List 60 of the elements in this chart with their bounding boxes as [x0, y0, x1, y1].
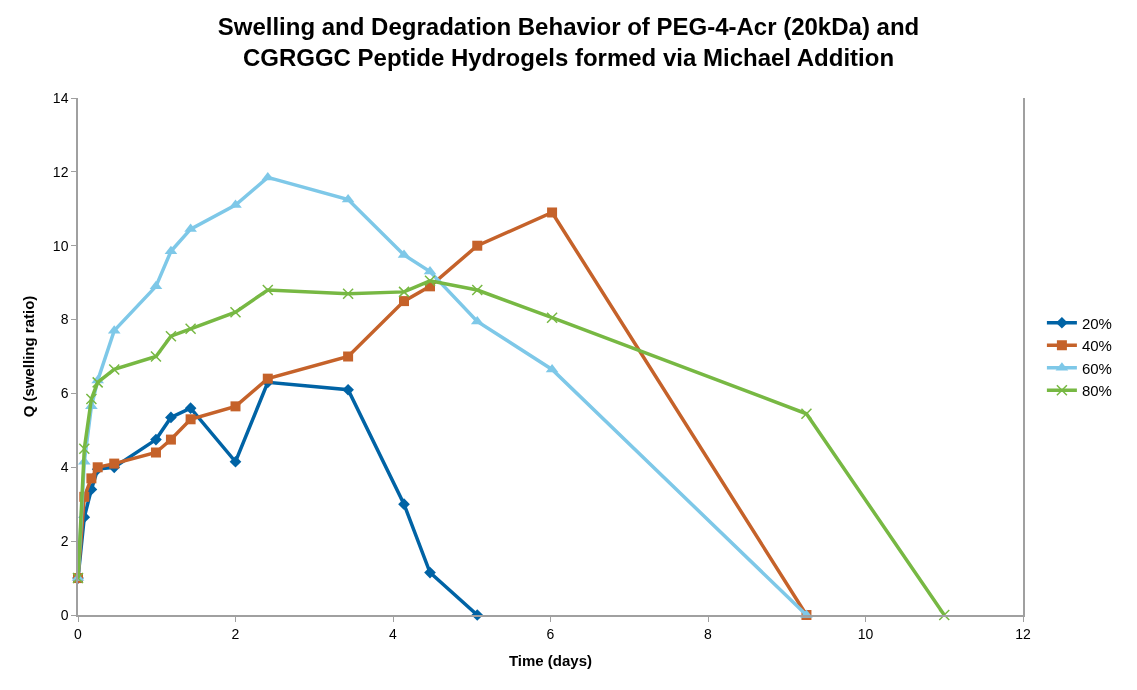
point [262, 373, 273, 384]
point [185, 414, 196, 425]
point [184, 402, 197, 415]
point [262, 284, 274, 296]
y-tick-label: 4 [60, 459, 69, 476]
point [165, 411, 177, 424]
point [91, 376, 104, 389]
point [398, 286, 410, 298]
x-tick-label: 8 [704, 625, 713, 642]
point [938, 609, 950, 621]
x-tick-label: 0 [74, 625, 83, 642]
y-tick-label: 8 [60, 311, 69, 328]
point [150, 350, 162, 363]
x-tick-label: 10 [857, 625, 874, 642]
point [86, 473, 97, 484]
point [108, 363, 120, 376]
y-tick-label: 12 [52, 163, 69, 180]
point [399, 296, 410, 307]
point [342, 287, 354, 300]
point [150, 433, 162, 446]
y-axis-title: Q (swelling ratio) [19, 295, 37, 418]
point [165, 434, 176, 445]
legend-label: 20% [1081, 314, 1112, 332]
y-tick-label: 0 [60, 606, 69, 623]
point [472, 240, 483, 251]
point [424, 566, 436, 579]
x-tick-label: 4 [389, 625, 398, 642]
point [471, 284, 484, 296]
point [78, 443, 91, 455]
point [547, 207, 558, 218]
point [85, 393, 98, 405]
chart-title: Swelling and Degradation Behavior of PEG-4-Acr (20kDa) and CGRGGC Peptide Hydrogels formed via Michael Addition [217, 12, 920, 71]
point [230, 401, 241, 412]
point [229, 455, 242, 468]
point [398, 498, 410, 511]
y-tick-label: 10 [52, 237, 69, 254]
point [424, 275, 436, 287]
x-tick-label: 12 [1015, 625, 1031, 642]
legend-label: 60% [1081, 359, 1112, 377]
point [149, 280, 163, 290]
point [261, 171, 275, 181]
point [184, 323, 197, 335]
point [342, 383, 354, 396]
point [545, 363, 559, 373]
legend-label: 80% [1081, 382, 1112, 400]
x-axis-title: Time (days) [508, 652, 593, 670]
y-tick-label: 2 [60, 533, 69, 550]
x-tick-label: 6 [546, 625, 555, 642]
point [343, 351, 354, 362]
point [109, 458, 120, 469]
point [229, 306, 242, 318]
y-tick-label: 14 [52, 89, 69, 106]
legend-label: 40% [1081, 337, 1112, 355]
point [470, 315, 484, 325]
y-tick-label: 6 [60, 385, 69, 402]
x-tick-label: 2 [231, 625, 240, 642]
point [546, 311, 558, 324]
point [800, 407, 813, 420]
point [150, 447, 161, 458]
point [165, 330, 177, 342]
